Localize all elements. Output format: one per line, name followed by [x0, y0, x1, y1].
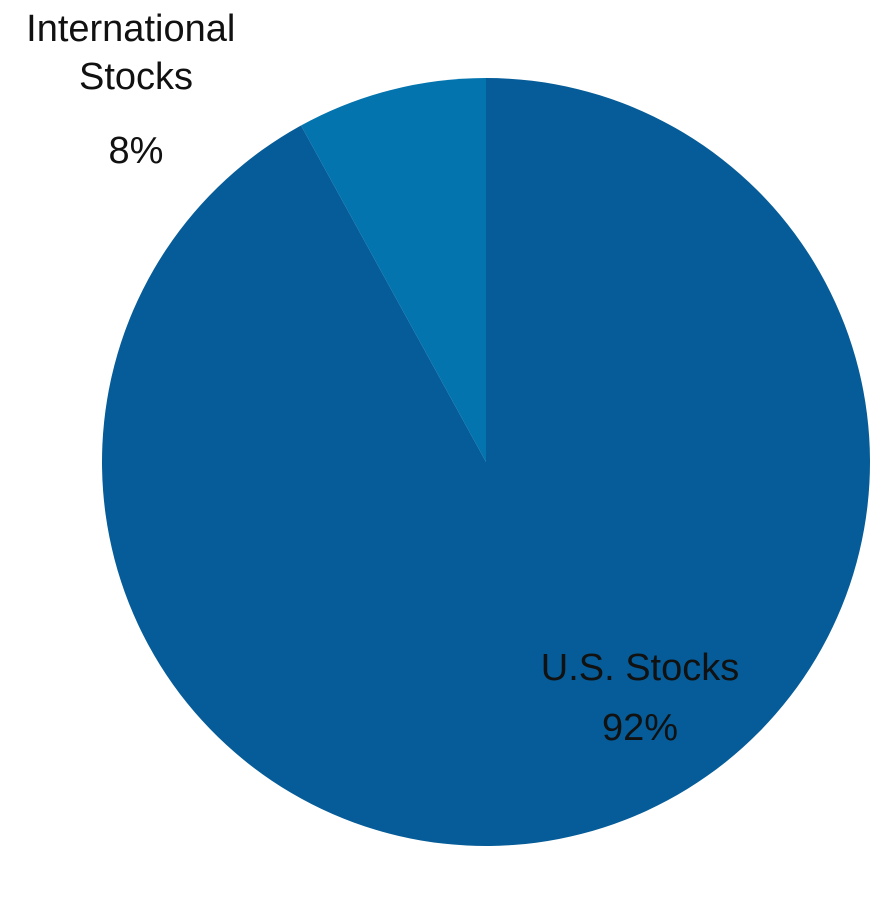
label-international-stocks: International Stocks [26, 8, 246, 98]
pie-slices [102, 78, 871, 846]
pie-slice-international-stocks [301, 78, 486, 462]
value-label-international-stocks: 8% [109, 130, 164, 172]
value-label-us-stocks: 92% [602, 707, 678, 749]
pie-slice-u-s-stocks [102, 78, 871, 846]
label-us-stocks: U.S. Stocks [541, 647, 740, 689]
